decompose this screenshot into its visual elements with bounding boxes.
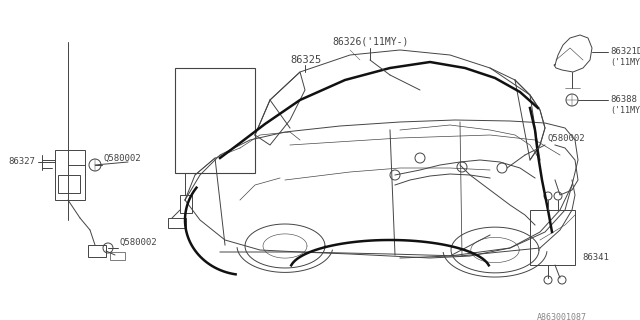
Text: 86326('11MY-): 86326('11MY-): [332, 37, 408, 47]
Bar: [530, 210, 575, 265]
Text: 86388: 86388: [610, 95, 637, 105]
Text: A863001087: A863001087: [537, 314, 587, 320]
Text: Q580002: Q580002: [103, 154, 141, 163]
Bar: [168, 218, 186, 228]
Polygon shape: [554, 35, 592, 72]
Text: 86341: 86341: [582, 253, 609, 262]
Bar: [180, 195, 192, 213]
Text: ('11MY-): ('11MY-): [610, 58, 640, 67]
Text: ('11MY-): ('11MY-): [610, 106, 640, 115]
Bar: [88, 245, 106, 257]
Bar: [110, 252, 125, 260]
Text: 86325: 86325: [290, 55, 321, 65]
Bar: [55, 150, 85, 200]
Bar: [58, 175, 80, 193]
Text: 86327: 86327: [8, 156, 35, 165]
Text: Q580002: Q580002: [120, 237, 157, 246]
Bar: [175, 68, 255, 173]
Text: Q580002: Q580002: [548, 133, 586, 142]
Text: 86321D: 86321D: [610, 47, 640, 57]
